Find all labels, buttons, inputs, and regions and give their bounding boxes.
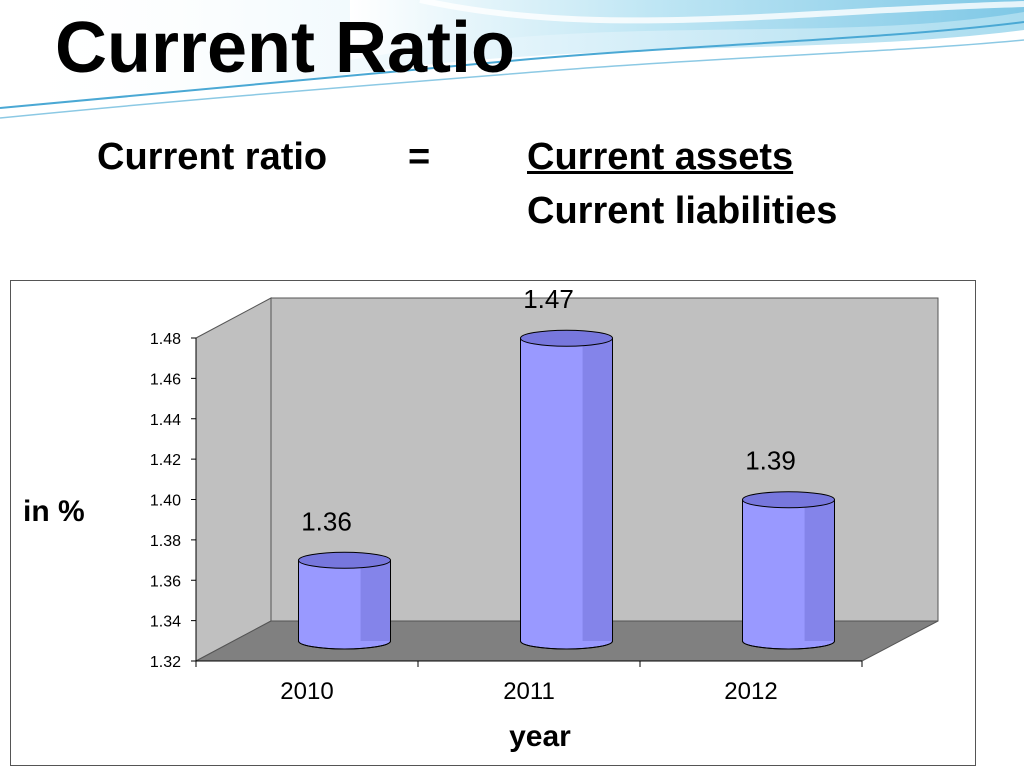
bar-top	[298, 551, 391, 569]
y-tick-label: 1.40	[150, 493, 181, 510]
bar-shade	[360, 560, 391, 641]
bar-shade	[582, 338, 613, 641]
bar-outline	[742, 499, 835, 650]
y-axis-title: in %	[23, 495, 85, 528]
y-tick-label: 1.36	[150, 573, 181, 590]
bar-top	[520, 329, 613, 347]
y-tick-label: 1.46	[150, 371, 181, 388]
data-label: 1.39	[745, 446, 796, 476]
bar-top	[742, 491, 835, 509]
bar-outline	[520, 338, 613, 650]
bar-shade	[804, 499, 835, 641]
x-tick-label: 2010	[280, 678, 333, 705]
data-label: 1.47	[523, 284, 574, 314]
y-tick-label: 1.38	[150, 533, 181, 550]
formula-numerator: Current assets	[527, 136, 794, 178]
x-tick-label: 2012	[724, 678, 777, 705]
bar	[742, 491, 835, 650]
y-tick-label: 1.42	[150, 452, 181, 469]
formula-lhs: Current ratio	[97, 136, 328, 178]
chart-frame: 1.32 1.34 1.36 1.38 1.40 1.42 1.44 1.46 1.48 201…	[10, 280, 976, 766]
formula-equals-sign: =	[408, 136, 431, 178]
current-ratio-chart: 1.32 1.34 1.36 1.38 1.40 1.42 1.44 1.46 1.48 201…	[23, 284, 939, 753]
header-wave-decoration	[0, 0, 1024, 119]
slide-title: Current Ratio	[55, 8, 516, 88]
y-tick-label: 1.32	[150, 654, 181, 671]
y-tick-label: 1.44	[150, 412, 181, 429]
bar	[298, 551, 391, 650]
y-tick-label: 1.34	[150, 614, 181, 631]
x-tick-label: 2011	[503, 678, 555, 705]
bar	[520, 329, 613, 650]
x-axis-title: year	[509, 720, 571, 753]
y-tick-label: 1.48	[150, 331, 181, 348]
chart-side-wall	[195, 297, 272, 662]
formula-denominator: Current liabilities	[527, 190, 838, 232]
bar-outline	[298, 560, 391, 650]
data-label: 1.36	[301, 506, 352, 536]
